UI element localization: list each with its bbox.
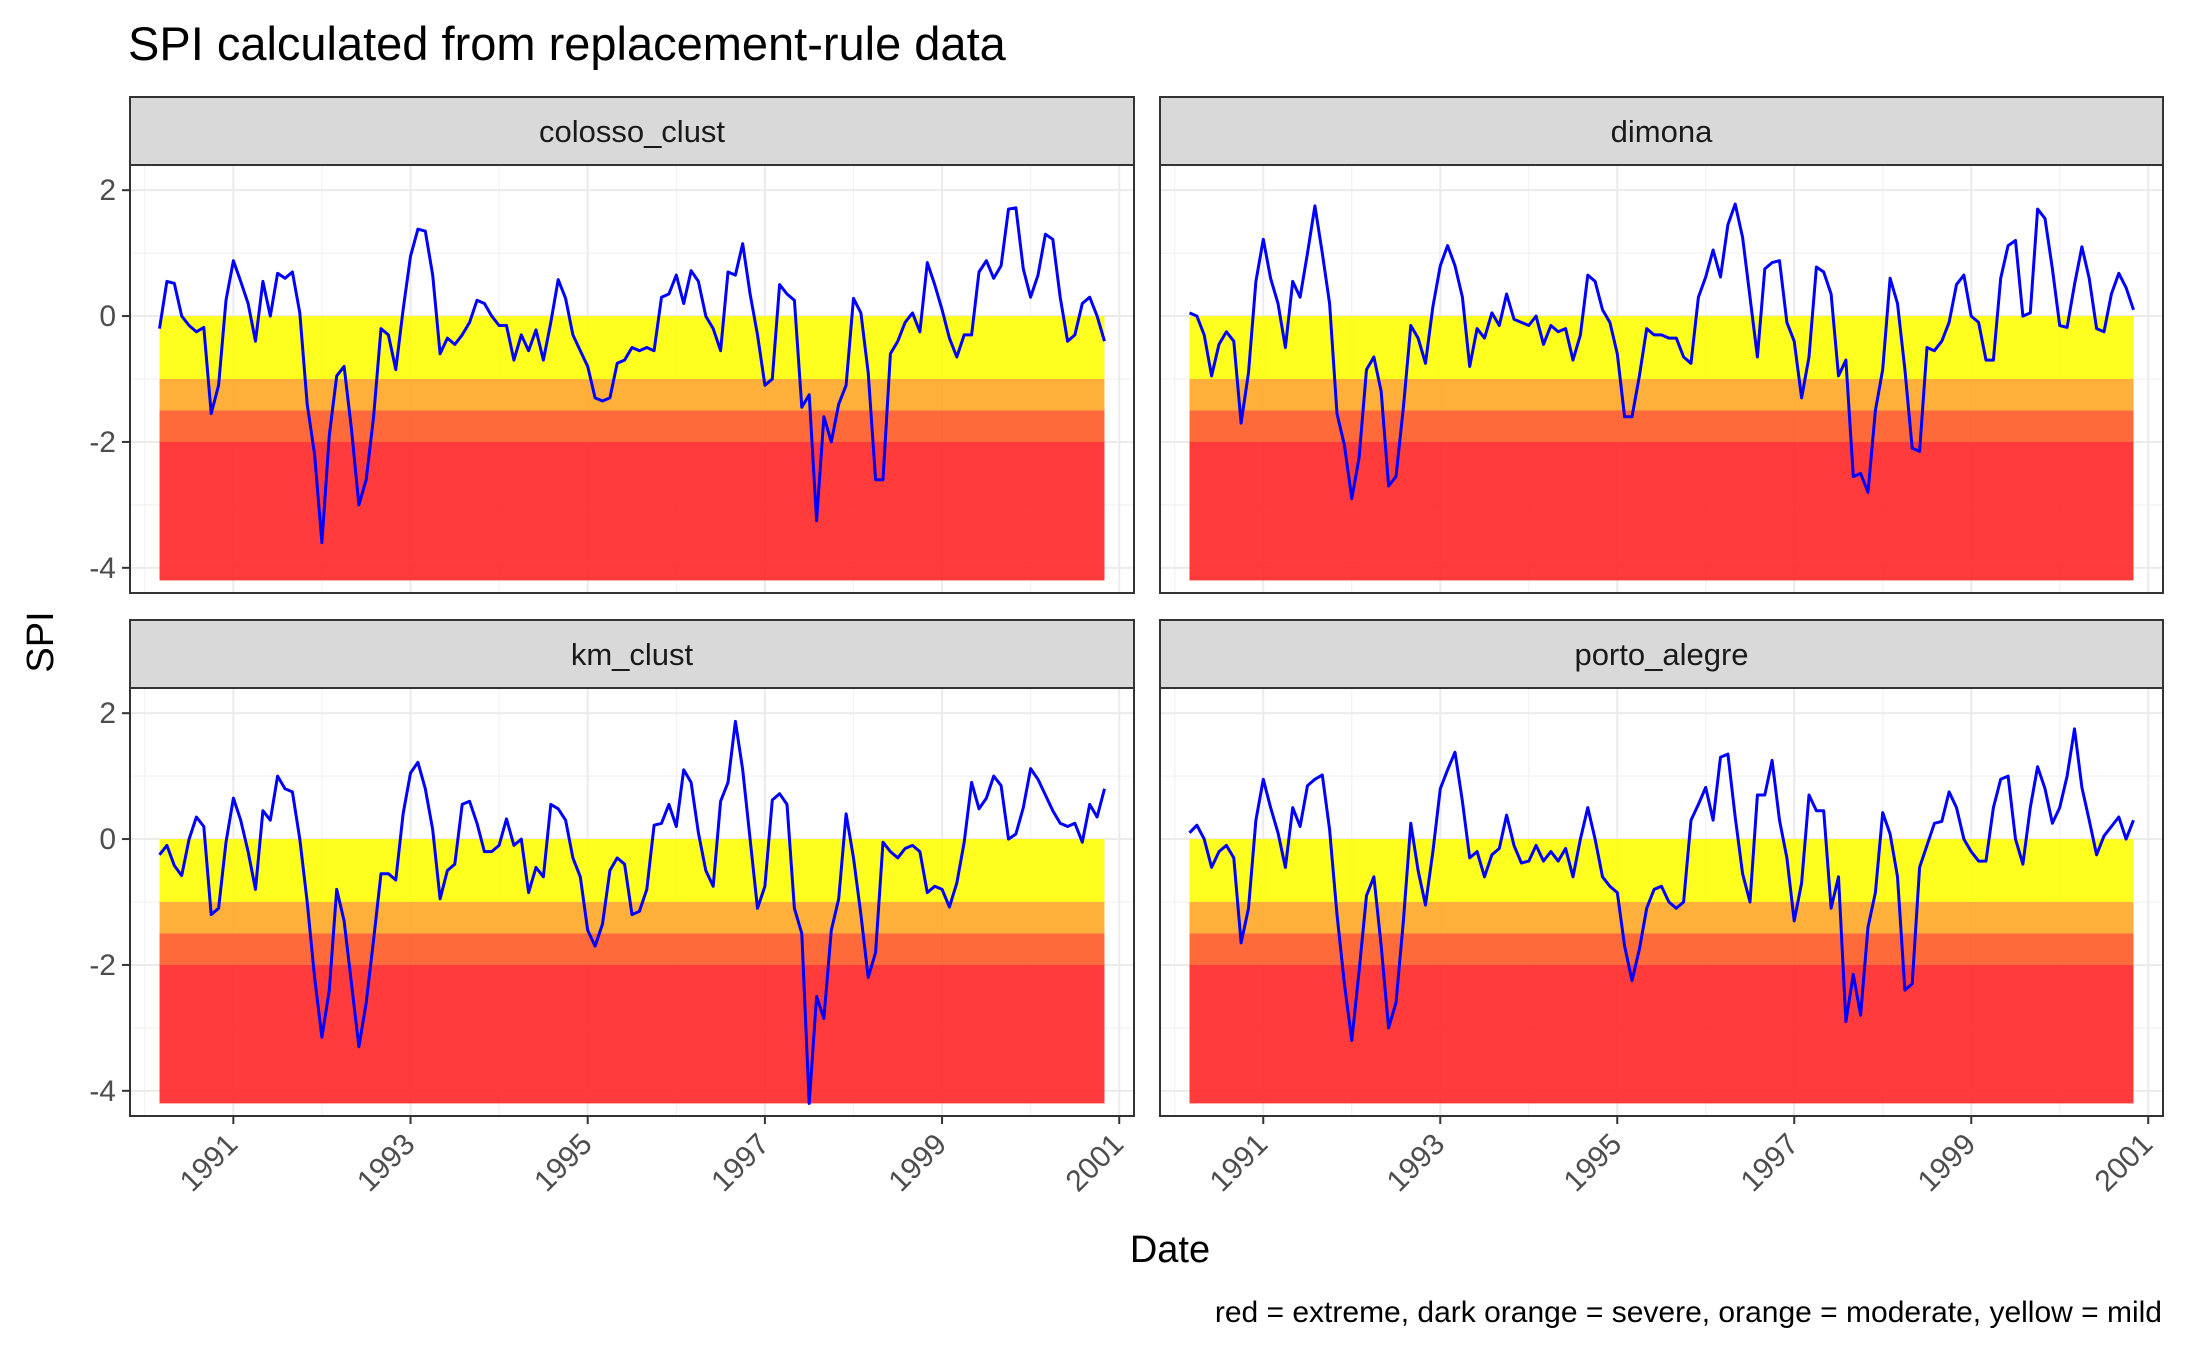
band-extreme [1189,964,2134,1104]
band-mild [159,839,1105,902]
band-mild [1189,316,2134,379]
y-tick-label: -2 [89,426,116,459]
y-tick-label: 0 [99,300,116,333]
y-tick-label: -4 [89,552,116,585]
facet-strip [1159,619,2164,689]
y-tick-label: 2 [99,174,116,207]
y-tick-label: 2 [99,697,116,730]
band-moderate [1189,902,2134,934]
band-severe [1189,933,2134,965]
spi-line-km_clust [158,719,1106,1105]
facet-panel-colosso_clust: colosso_clust 2 0 -2 -4 [89,96,1135,594]
x-axis-title: Date [1130,1229,1210,1271]
band-severe [1189,410,2134,442]
facet-strip [129,96,1135,166]
spi-line-porto_alegre [1188,727,2135,1042]
band-moderate [159,379,1105,411]
band-mild [1189,839,2134,902]
chart-title: SPI calculated from replacement-rule dat… [128,17,1007,70]
facet-panels: colosso_clust20-2-4dimonakm_clust20-2-41… [89,96,2164,1198]
band-severe [159,410,1105,442]
facet-strip [129,619,1135,689]
facet-strip-label: dimona [1611,114,1713,149]
band-severe [159,933,1105,965]
band-moderate [1189,379,2134,411]
spi-line-colosso_clust [158,206,1106,545]
y-axis-title: SPI [20,611,62,672]
facet-strip-label: colosso_clust [539,114,725,149]
chart-caption: red = extreme, dark orange = severe, ora… [1215,1296,2162,1329]
spi-line-dimona [1188,202,2135,501]
facet-strip-label: km_clust [571,637,694,672]
band-extreme [1189,441,2134,581]
band-extreme [159,964,1105,1104]
facet-strip [1159,96,2164,166]
y-tick-label: -2 [89,949,116,982]
facet-panel-dimona: dimona [1159,96,2164,594]
y-tick-label: 0 [99,823,116,856]
y-tick-label: -4 [89,1075,116,1108]
facet-strip-label: porto_alegre [1574,637,1748,672]
band-extreme [159,441,1105,581]
